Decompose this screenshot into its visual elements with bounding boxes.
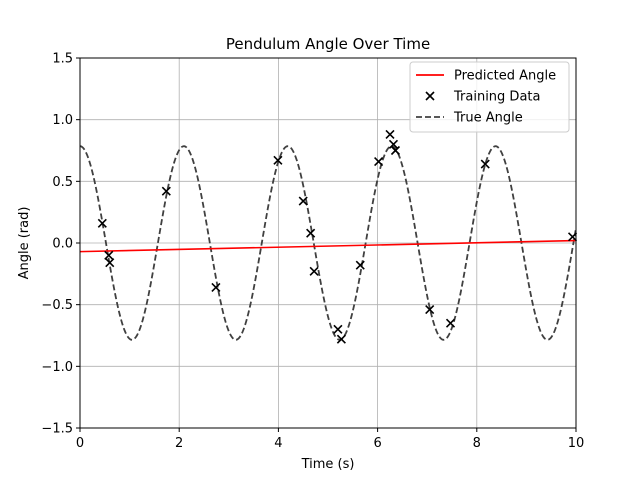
training-data-point	[388, 139, 399, 149]
legend-label: Predicted Angle	[454, 69, 556, 84]
training-data-point	[105, 258, 115, 268]
x-tick-label: 0	[76, 436, 84, 451]
y-tick-label: 0.0	[52, 237, 73, 252]
legend-box	[409, 61, 570, 133]
y-axis-label: Angle (rad)	[17, 207, 32, 280]
training-data-point	[273, 155, 283, 165]
y-tick-label: 0.5	[52, 175, 73, 190]
training-data-point	[425, 305, 435, 315]
y-tick-label: −1.5	[41, 422, 73, 437]
training-data-point	[355, 260, 365, 270]
y-tick-label: 1.5	[52, 52, 73, 67]
y-tick-label: −0.5	[41, 298, 73, 313]
x-tick-label: 10	[568, 436, 585, 451]
legend-marker-training	[425, 91, 435, 101]
training-data-point	[298, 196, 308, 206]
legend-item: Predicted Angle	[416, 69, 556, 84]
training-data-point	[309, 266, 319, 276]
training-data-point	[306, 228, 316, 238]
x-tick-label: 8	[473, 436, 481, 451]
legend: Predicted Angle Training Data True Angle	[409, 61, 570, 133]
training-data-point	[97, 218, 107, 228]
legend-item: True Angle	[416, 111, 523, 126]
training-data-point	[333, 324, 343, 334]
predicted-angle-line	[80, 239, 576, 253]
training-data-point	[390, 145, 401, 156]
training-data-point	[104, 250, 114, 260]
training-data-point	[480, 159, 490, 169]
training-data-point	[211, 282, 221, 292]
x-tick-label: 6	[373, 436, 381, 451]
true-angle-line	[80, 145, 576, 341]
axis-ticks: 0 2 4 6 8 10 −1.5 −1.0 −0.5 0.0 0.5 1.0 1.5	[41, 52, 584, 452]
x-axis-label: Time (s)	[301, 457, 355, 472]
training-data-point	[336, 334, 346, 344]
chart-title: Pendulum Angle Over Time	[226, 35, 430, 53]
legend-label: Training Data	[453, 90, 540, 105]
x-tick-label: 2	[175, 436, 183, 451]
training-data-point	[445, 318, 456, 328]
training-data-point	[374, 157, 384, 167]
training-data-point	[567, 232, 578, 242]
legend-item: Training Data	[425, 90, 540, 105]
training-data-point	[385, 129, 395, 140]
y-tick-label: 1.0	[52, 113, 73, 128]
x-tick-label: 4	[274, 436, 282, 451]
plot-area	[80, 129, 578, 344]
training-data-point	[161, 186, 171, 196]
y-tick-label: −1.0	[41, 360, 73, 375]
legend-label: True Angle	[453, 111, 523, 126]
